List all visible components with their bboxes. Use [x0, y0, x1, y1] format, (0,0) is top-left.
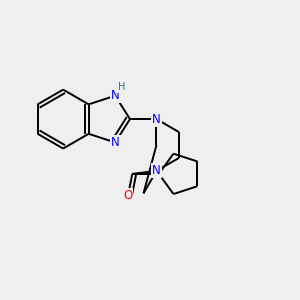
- Text: N: N: [152, 112, 161, 126]
- Text: N: N: [111, 89, 120, 102]
- Text: H: H: [118, 82, 125, 92]
- Text: N: N: [111, 136, 120, 149]
- Text: O: O: [123, 189, 133, 203]
- Text: N: N: [152, 164, 161, 177]
